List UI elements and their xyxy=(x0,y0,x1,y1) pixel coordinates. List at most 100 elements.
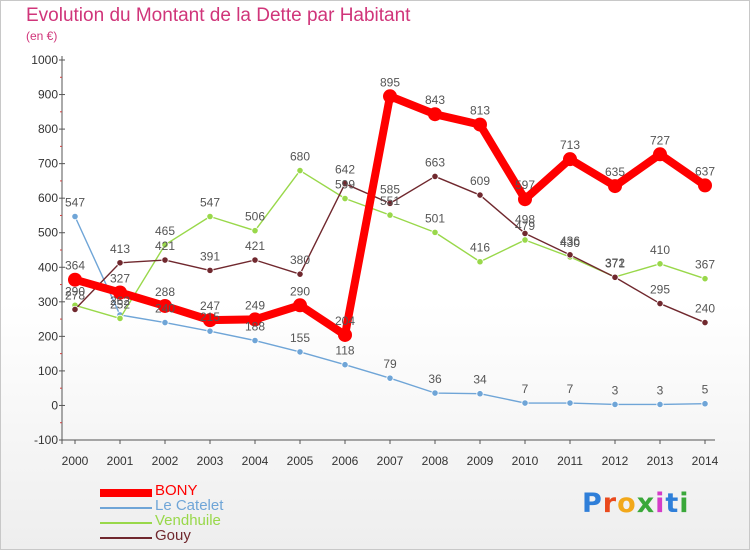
y-tick-label: 600 xyxy=(38,191,58,205)
data-label: 36 xyxy=(428,372,442,386)
x-tick-label: 2008 xyxy=(422,454,449,468)
data-point xyxy=(476,390,484,398)
y-tick-label: 500 xyxy=(38,226,58,240)
y-tick-label: 700 xyxy=(38,157,58,171)
data-label: 680 xyxy=(290,150,310,164)
logo-letter: x xyxy=(636,488,656,519)
data-point xyxy=(116,259,124,267)
data-label: 599 xyxy=(335,178,355,192)
data-label: 413 xyxy=(110,242,130,256)
data-point xyxy=(431,389,439,397)
logo-letter: P xyxy=(582,488,603,519)
chart-subtitle: (en €) xyxy=(26,29,58,43)
chart-axes: -100 0 100 200 300 400 500 600 700 800 900 1000 2000… xyxy=(31,53,718,468)
y-tick-label: -100 xyxy=(34,433,58,447)
logo-letter: o xyxy=(617,488,637,519)
data-label: 410 xyxy=(650,243,670,257)
data-point xyxy=(431,228,439,236)
logo-letter: i xyxy=(679,488,690,519)
data-label: 843 xyxy=(425,93,445,107)
data-point xyxy=(248,312,262,327)
data-point xyxy=(161,241,169,249)
data-label: 364 xyxy=(65,259,85,273)
data-label: 391 xyxy=(200,249,220,263)
data-label: 215 xyxy=(200,310,220,324)
data-label: 642 xyxy=(335,163,355,177)
x-tick-label: 2009 xyxy=(467,454,494,468)
data-point xyxy=(386,374,394,382)
y-tick-label: 1000 xyxy=(31,53,58,67)
data-label: 465 xyxy=(155,224,175,238)
x-tick-label: 2007 xyxy=(377,454,404,468)
data-point xyxy=(386,211,394,219)
data-label: 240 xyxy=(695,302,715,316)
data-label: 421 xyxy=(155,239,175,253)
chart-data-labels: 364 327 288 247 249 290 204 895 843 813 597 713 635 7… xyxy=(65,75,715,397)
data-point xyxy=(341,194,349,203)
data-label: 585 xyxy=(380,182,400,196)
data-label: 597 xyxy=(515,178,535,192)
y-tick-label: 100 xyxy=(38,364,58,378)
data-point xyxy=(68,272,82,287)
data-label: 252 xyxy=(110,297,130,311)
data-label: 498 xyxy=(515,212,535,226)
data-point xyxy=(296,270,304,278)
data-point xyxy=(611,273,619,281)
data-point xyxy=(611,400,619,409)
data-point xyxy=(293,298,307,313)
legend-swatch xyxy=(100,522,152,524)
data-label: 436 xyxy=(560,234,580,248)
y-tick-label: 300 xyxy=(38,295,58,309)
data-label: 547 xyxy=(200,195,220,209)
x-tick-label: 2010 xyxy=(512,454,539,468)
data-point xyxy=(656,299,664,308)
x-tick-label: 2003 xyxy=(197,454,224,468)
data-label: 637 xyxy=(695,164,715,178)
data-point xyxy=(206,266,214,274)
x-tick-label: 2004 xyxy=(242,454,269,468)
data-label: 290 xyxy=(290,284,310,298)
data-label: 371 xyxy=(605,256,625,270)
data-point xyxy=(566,251,574,259)
data-label: 727 xyxy=(650,133,670,147)
data-point xyxy=(701,400,709,408)
x-tick-label: 2013 xyxy=(647,454,674,468)
y-tick-label: 800 xyxy=(38,122,58,136)
data-label: 479 xyxy=(515,219,535,233)
y-tick-label: 400 xyxy=(38,260,58,274)
data-label: 7 xyxy=(522,382,529,396)
x-tick-label: 2011 xyxy=(557,454,583,468)
data-point xyxy=(158,298,172,313)
data-point xyxy=(521,399,529,407)
y-tick-label: 200 xyxy=(38,329,58,343)
data-point xyxy=(203,313,217,328)
data-point xyxy=(566,399,574,407)
data-point xyxy=(296,348,304,356)
legend-label: Gouy xyxy=(155,527,191,544)
data-point xyxy=(71,305,79,314)
data-label: 430 xyxy=(560,236,580,250)
data-point xyxy=(206,327,214,335)
data-point xyxy=(71,212,79,221)
data-label: 118 xyxy=(335,344,354,358)
legend-swatch xyxy=(100,537,152,539)
data-label: 278 xyxy=(65,288,85,302)
data-point xyxy=(116,314,124,322)
data-label: 367 xyxy=(695,258,715,272)
data-point xyxy=(473,117,487,132)
chart-title: Evolution du Montant de la Dette par Hab… xyxy=(26,5,411,26)
data-label: 501 xyxy=(425,211,445,225)
y-tick-label: 900 xyxy=(38,88,58,102)
data-label: 416 xyxy=(470,241,490,255)
x-tick-label: 2014 xyxy=(692,454,719,468)
data-label: 895 xyxy=(380,75,400,89)
data-label: 240 xyxy=(155,302,175,316)
data-label: 247 xyxy=(200,299,220,313)
x-tick-label: 2002 xyxy=(152,454,179,468)
legend-swatch xyxy=(100,489,152,497)
data-label: 663 xyxy=(425,155,445,169)
data-point xyxy=(521,236,529,244)
data-label: 3 xyxy=(612,383,619,397)
x-tick-label: 2006 xyxy=(332,454,359,468)
